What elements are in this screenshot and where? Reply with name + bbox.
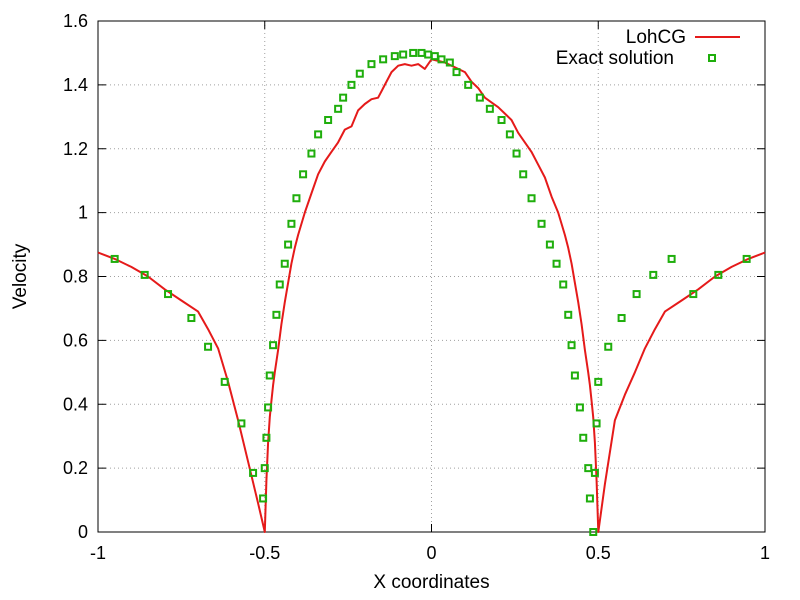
axis-ticks: -1 -0.5 0 0.5 1 0 0.2 0.4 0.6 0.8 1 1.2 1.4 1.6 xyxy=(63,11,770,563)
exact-solution-point xyxy=(567,341,576,350)
exact-solution-point xyxy=(590,468,599,477)
exact-solution-point xyxy=(187,314,196,323)
exact-solution-point xyxy=(334,104,343,113)
legend: LohCG Exact solution xyxy=(556,27,740,69)
exact-solution-point xyxy=(527,194,536,203)
exact-solution-point xyxy=(140,270,149,279)
x-tick-label: 0.5 xyxy=(586,543,611,563)
exact-solution-point xyxy=(649,270,658,279)
exact-solution-point xyxy=(559,280,568,289)
exact-solution-point xyxy=(714,270,723,279)
exact-solution-point xyxy=(284,240,293,249)
exact-solution-point xyxy=(220,377,229,386)
exact-solution-point xyxy=(272,310,281,319)
x-tick-label: -0.5 xyxy=(249,543,280,563)
exact-solution-point xyxy=(265,371,274,380)
x-tick-label: 1 xyxy=(760,543,770,563)
exact-solution-point xyxy=(485,104,494,113)
grid-lines xyxy=(98,21,765,532)
exact-solution-point xyxy=(632,290,641,299)
exact-solution-point xyxy=(355,69,364,78)
exact-solution-point xyxy=(445,58,454,67)
y-tick-label: 0.2 xyxy=(63,458,88,478)
exact-solution-point xyxy=(249,468,258,477)
exact-solution-point xyxy=(604,342,613,351)
exact-solution-point xyxy=(575,403,584,412)
exact-solution-point xyxy=(417,48,426,57)
y-tick-label: 0.4 xyxy=(63,394,88,414)
exact-solution-point xyxy=(689,290,698,299)
exact-solution-point xyxy=(237,419,246,428)
legend-swatch-exact-solution xyxy=(708,54,716,62)
y-tick-label: 1.2 xyxy=(63,139,88,159)
exact-solution-point xyxy=(505,130,514,139)
y-tick-label: 1 xyxy=(78,203,88,223)
exact-solution-point xyxy=(314,130,323,139)
x-axis-title: X coordinates xyxy=(373,572,489,593)
exact-solution-point xyxy=(424,50,433,59)
exact-solution-point xyxy=(292,194,301,203)
x-tick-label: -1 xyxy=(90,543,106,563)
exact-solution-point xyxy=(262,433,271,442)
exact-solution-point xyxy=(204,342,213,351)
exact-solution-point xyxy=(164,290,173,299)
y-tick-label: 0.6 xyxy=(63,330,88,350)
exact-solution-point xyxy=(275,280,284,289)
exact-solution-point xyxy=(564,310,573,319)
exact-solution-point xyxy=(264,403,273,412)
exact-solution-point xyxy=(545,240,554,249)
exact-solution-point xyxy=(537,219,546,228)
exact-solution-point xyxy=(742,254,751,263)
exact-solution-point xyxy=(592,419,601,428)
exact-solution-point xyxy=(437,55,446,64)
exact-solution-point xyxy=(594,377,603,386)
exact-solution-point xyxy=(497,116,506,125)
y-axis-title: Velocity xyxy=(10,243,31,309)
exact-solution-point xyxy=(367,60,376,69)
exact-solution-point xyxy=(379,55,388,64)
exact-solution-point xyxy=(512,149,521,158)
exact-solution-point xyxy=(339,93,348,102)
y-tick-label: 0.8 xyxy=(63,267,88,287)
exact-solution-point xyxy=(390,52,399,61)
exact-solution-point xyxy=(324,116,333,125)
x-tick-label: 0 xyxy=(426,543,436,563)
exact-solution-point xyxy=(552,259,561,268)
exact-solution-point xyxy=(399,50,408,59)
exact-solution-point xyxy=(110,254,119,263)
exact-solution-point xyxy=(464,80,473,89)
exact-solution-point xyxy=(430,52,439,61)
exact-solution-point xyxy=(287,219,296,228)
exact-solution-point xyxy=(452,68,461,77)
exact-solution-point xyxy=(260,464,269,473)
y-tick-label: 0 xyxy=(78,522,88,542)
exact-solution-point xyxy=(519,170,528,179)
legend-label-lohcg: LohCG xyxy=(626,27,686,48)
series-layer xyxy=(97,48,766,536)
y-tick-label: 1.4 xyxy=(63,75,88,95)
exact-solution-point xyxy=(584,464,593,473)
exact-solution-point xyxy=(280,259,289,268)
exact-solution-point xyxy=(299,170,308,179)
exact-solution-point xyxy=(589,528,598,536)
y-tick-label: 1.6 xyxy=(63,11,88,31)
exact-solution-point xyxy=(259,494,268,503)
exact-solution-point xyxy=(307,149,316,158)
exact-solution-point xyxy=(570,371,579,380)
legend-label-exact-solution: Exact solution xyxy=(556,48,674,69)
exact-solution-point xyxy=(585,494,594,503)
exact-solution-point xyxy=(667,254,676,263)
exact-solution-point xyxy=(347,80,356,89)
exact-solution-point xyxy=(579,433,588,442)
exact-solution-point xyxy=(475,93,484,102)
exact-solution-point xyxy=(617,314,626,323)
exact-solution-point xyxy=(409,48,418,57)
exact-solution-point xyxy=(269,341,278,350)
